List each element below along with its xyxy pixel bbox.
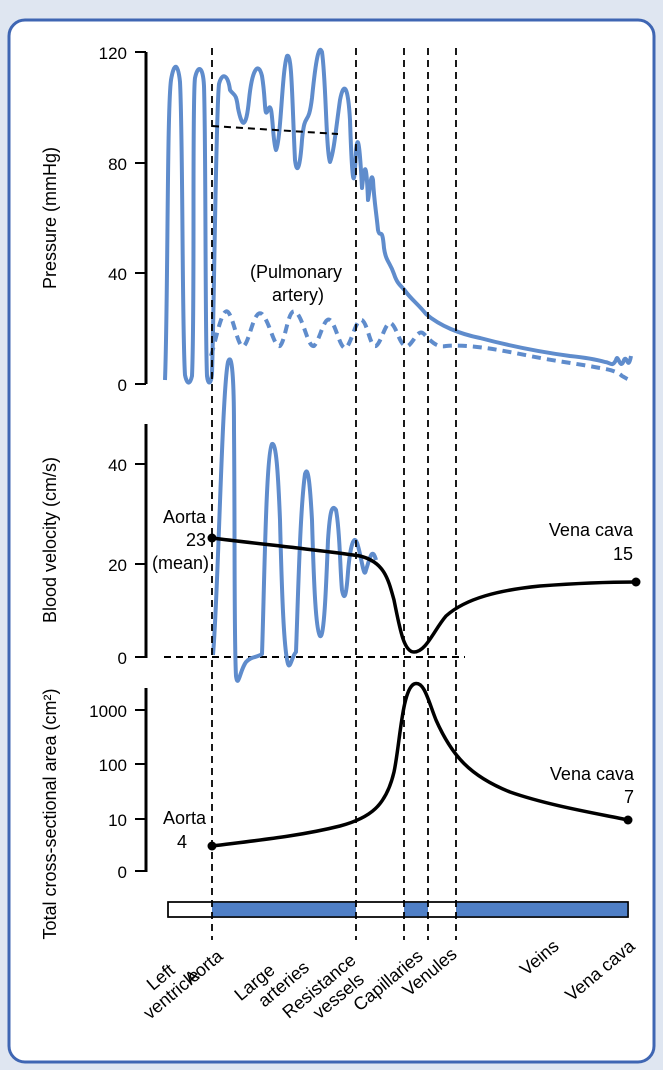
cross-sectional-area-curve bbox=[211, 681, 629, 848]
area-axis-label: Total cross-sectional area (cm²) bbox=[40, 688, 60, 939]
pressure-tick-label-40: 40 bbox=[108, 265, 127, 284]
vena-cava-velocity-label-line1: Vena cava bbox=[549, 520, 634, 540]
aorta-velocity-label-line1: Aorta bbox=[163, 507, 207, 527]
pressure-panel: 120 80 40 0 Pressure (mmHg) (Pulmonary a… bbox=[40, 44, 633, 395]
figure-panel bbox=[7, 18, 656, 1064]
pressure-tick-label-0: 0 bbox=[118, 376, 127, 395]
pressure-tick-label-120: 120 bbox=[99, 44, 127, 63]
vessel-segment-bar bbox=[167, 901, 629, 918]
vena-cava-area-label-line1: Vena cava bbox=[550, 764, 635, 784]
segment-bar-border bbox=[167, 901, 629, 918]
velocity-panel: 40 20 0 Blood velocity (cm/s) Aorta 23 (… bbox=[40, 357, 641, 683]
mean-velocity-curve bbox=[211, 536, 637, 654]
velocity-tick-label-20: 20 bbox=[108, 556, 127, 575]
velocity-tick-label-0: 0 bbox=[118, 649, 127, 668]
area-tick-label-10: 10 bbox=[108, 811, 127, 830]
vena-cava-area-point bbox=[623, 815, 633, 825]
pulmonary-pressure-curve bbox=[209, 309, 632, 382]
area-tick-label-0: 0 bbox=[118, 863, 127, 882]
aorta-area-label-line2: 4 bbox=[177, 832, 187, 852]
vena-cava-velocity-label-line2: 15 bbox=[613, 544, 633, 564]
pulmonary-label-line1: (Pulmonary bbox=[250, 262, 342, 282]
vena-cava-velocity-point bbox=[631, 577, 641, 587]
segment-fill-capillaries bbox=[404, 902, 428, 917]
pressure-tick-label-80: 80 bbox=[108, 155, 127, 174]
mean-aortic-pressure-line bbox=[211, 125, 339, 135]
aorta-area-label-line1: Aorta bbox=[163, 808, 207, 828]
pulsatile-velocity-curve bbox=[211, 357, 378, 683]
segment-separators bbox=[211, 48, 457, 940]
velocity-tick-label-40: 40 bbox=[108, 456, 127, 475]
systemic-pressure-curve bbox=[163, 48, 633, 385]
area-tick-label-1000: 1000 bbox=[89, 702, 127, 721]
pulmonary-label-line2: artery) bbox=[272, 285, 324, 305]
aorta-velocity-label-line2: 23 bbox=[186, 530, 206, 550]
pressure-axis-label: Pressure (mmHg) bbox=[40, 147, 60, 289]
aorta-velocity-label-line3: (mean) bbox=[152, 553, 209, 573]
aorta-velocity-point bbox=[207, 533, 217, 543]
area-tick-label-100: 100 bbox=[99, 756, 127, 775]
segment-fill-arteries bbox=[212, 902, 356, 917]
segment-fill-veins bbox=[456, 902, 628, 917]
velocity-axis-label: Blood velocity (cm/s) bbox=[40, 457, 60, 623]
vena-cava-area-label-line2: 7 bbox=[624, 787, 634, 807]
